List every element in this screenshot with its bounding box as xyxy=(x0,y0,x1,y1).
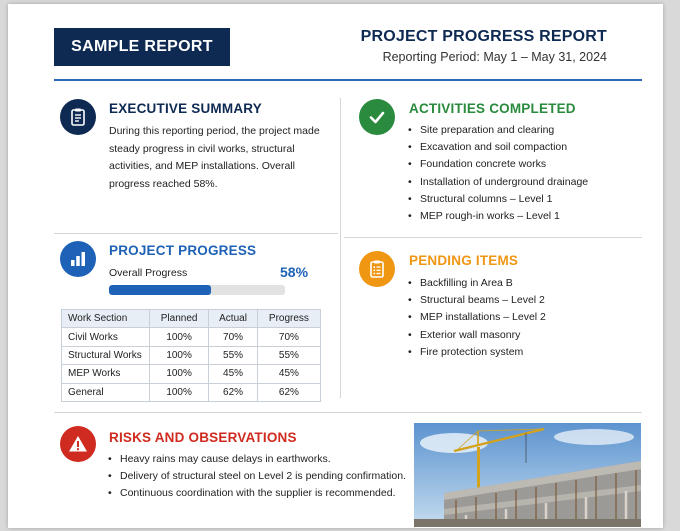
activities-completed-title: ACTIVITIES COMPLETED xyxy=(409,101,576,116)
table-row: Civil Works 100% 70% 70% xyxy=(61,327,322,347)
table-cell: 70% xyxy=(256,327,322,347)
table-cell: 100% xyxy=(148,364,210,384)
list-item: Installation of underground drainage xyxy=(408,174,588,191)
risks-title: RISKS AND OBSERVATIONS xyxy=(109,430,297,445)
pending-items-title: PENDING ITEMS xyxy=(409,253,519,268)
risks-list: Heavy rains may cause delays in earthwor… xyxy=(108,451,406,503)
table-cell: 45% xyxy=(208,364,258,384)
table-header-cell: Work Section xyxy=(61,308,150,329)
table-row: MEP Works 100% 45% 45% xyxy=(61,364,322,384)
table-cell: 100% xyxy=(148,382,210,402)
table-cell: 100% xyxy=(148,327,210,347)
list-item: Delivery of structural steel on Level 2 … xyxy=(108,468,406,485)
report-page: SAMPLE REPORT PROJECT PROGRESS REPORT Re… xyxy=(8,4,663,528)
executive-summary-title: EXECUTIVE SUMMARY xyxy=(109,101,262,116)
construction-site-crane-photo xyxy=(414,423,641,527)
project-progress-title: PROJECT PROGRESS xyxy=(109,243,257,258)
overall-progress-label: Overall Progress xyxy=(109,267,188,279)
table-cell: 70% xyxy=(208,327,258,347)
table-cell: 62% xyxy=(256,382,322,402)
table-cell: Structural Works xyxy=(61,345,150,366)
checkmark-icon xyxy=(359,99,395,135)
list-item: Fire protection system xyxy=(408,344,546,361)
warning-icon xyxy=(60,426,96,462)
table-header-cell: Actual xyxy=(208,308,258,329)
table-cell: MEP Works xyxy=(61,364,150,384)
bar-chart-icon xyxy=(60,241,96,277)
overall-progress-value: 58% xyxy=(280,264,309,280)
list-item: Continuous coordination with the supplie… xyxy=(108,485,406,502)
list-item: Exterior wall masonry xyxy=(408,327,546,344)
table-cell: Civil Works xyxy=(61,327,150,347)
right-section-divider xyxy=(344,237,642,238)
list-item: Foundation concrete works xyxy=(408,156,588,173)
pending-items-list: Backfilling in Area B Structural beams –… xyxy=(408,275,546,361)
table-header-row: Work Section Planned Actual Progress xyxy=(61,308,322,329)
table-cell: 100% xyxy=(148,345,210,366)
sample-report-badge: SAMPLE REPORT xyxy=(54,28,230,66)
table-row: General 100% 62% 62% xyxy=(61,382,322,402)
list-item: Structural columns – Level 1 xyxy=(408,191,588,208)
work-section-table: Work Section Planned Actual Progress Civ… xyxy=(61,308,322,402)
list-item: Structural beams – Level 2 xyxy=(408,292,546,309)
table-cell: General xyxy=(61,382,150,402)
header-rule xyxy=(54,79,642,81)
pending-clipboard-icon xyxy=(359,251,395,287)
list-item: Excavation and soil compaction xyxy=(408,139,588,156)
activities-completed-list: Site preparation and clearing Excavation… xyxy=(408,122,588,225)
left-section-divider xyxy=(54,233,338,234)
list-item: MEP rough-in works – Level 1 xyxy=(408,208,588,225)
risks-divider xyxy=(54,412,642,413)
table-header-cell: Progress xyxy=(256,308,322,329)
list-item: Backfilling in Area B xyxy=(408,275,546,292)
column-divider xyxy=(340,98,341,398)
list-item: MEP installations – Level 2 xyxy=(408,309,546,326)
table-cell: 45% xyxy=(256,364,322,384)
list-item: Site preparation and clearing xyxy=(408,122,588,139)
table-row: Structural Works 100% 55% 55% xyxy=(61,345,322,366)
reporting-period: Reporting Period: May 1 – May 31, 2024 xyxy=(382,50,607,64)
executive-summary-text: During this reporting period, the projec… xyxy=(109,125,320,190)
table-cell: 55% xyxy=(256,345,322,366)
list-item: Heavy rains may cause delays in earthwor… xyxy=(108,451,406,468)
overall-progress-bar xyxy=(109,285,285,295)
report-title: PROJECT PROGRESS REPORT xyxy=(360,28,607,45)
overall-progress-fill xyxy=(109,285,212,295)
table-header-cell: Planned xyxy=(148,308,210,329)
table-cell: 62% xyxy=(208,382,258,402)
table-cell: 55% xyxy=(208,345,258,366)
clipboard-icon xyxy=(60,99,96,135)
